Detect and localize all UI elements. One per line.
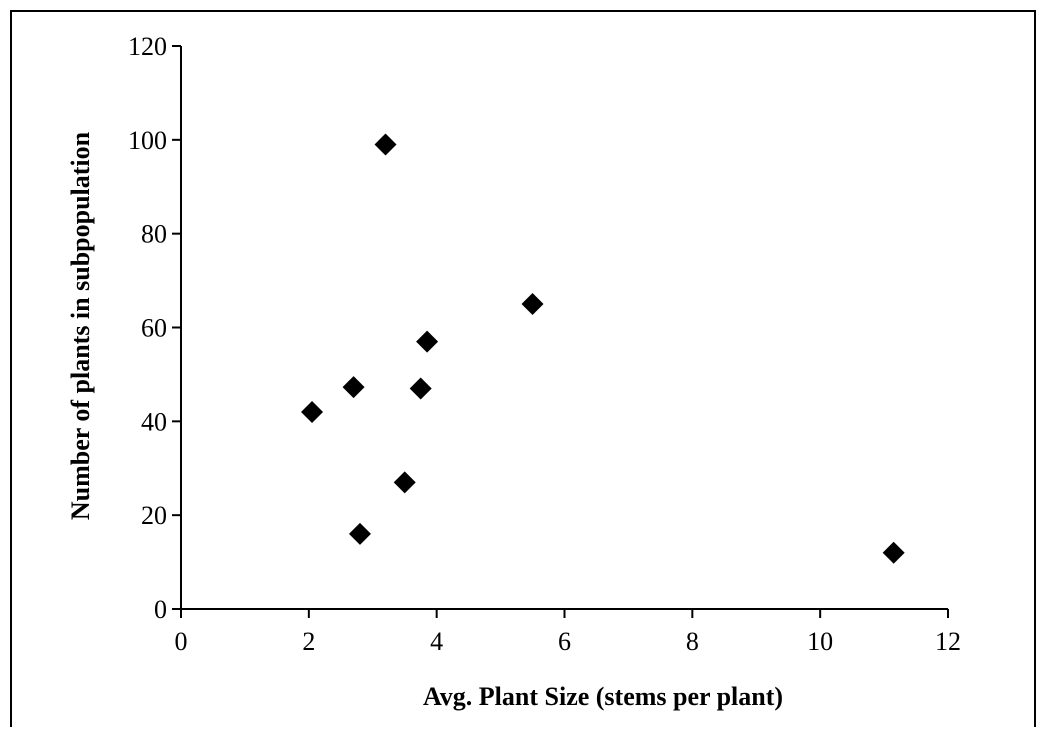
x-tick-label: 12: [935, 627, 961, 656]
y-tick-label: 40: [141, 407, 167, 436]
y-tick-label: 100: [128, 126, 167, 155]
data-point-diamond: [301, 400, 324, 423]
data-point-diamond: [393, 471, 416, 494]
x-tick-label: 2: [302, 627, 315, 656]
x-tick-label: 6: [558, 627, 571, 656]
y-ticks: 0 20 40 60 80 100 120: [128, 32, 181, 624]
data-point-diamond: [882, 541, 905, 564]
x-ticks: 0 2 4 6 8 10 12: [175, 609, 961, 656]
x-tick-label: 0: [175, 627, 188, 656]
y-axis-title: Number of plants in subpopulation: [66, 131, 95, 520]
data-points: [301, 133, 905, 564]
data-point-diamond: [409, 377, 432, 400]
data-point-diamond: [348, 522, 371, 545]
y-tick-label: 120: [128, 32, 167, 61]
data-point-diamond: [374, 133, 397, 156]
data-point-diamond: [342, 376, 365, 399]
x-tick-label: 4: [430, 627, 443, 656]
y-tick-label: 80: [141, 220, 167, 249]
y-tick-label: 20: [141, 501, 167, 530]
y-tick-label: 60: [141, 314, 167, 343]
data-point-diamond: [416, 330, 439, 353]
y-tick-label: 0: [154, 595, 167, 624]
data-point-diamond: [521, 293, 544, 316]
x-axis-title: Avg. Plant Size (stems per plant): [423, 682, 783, 711]
axes: [180, 46, 948, 610]
x-tick-label: 10: [807, 627, 833, 656]
x-tick-label: 8: [686, 627, 699, 656]
chart-frame: [10, 10, 1036, 727]
